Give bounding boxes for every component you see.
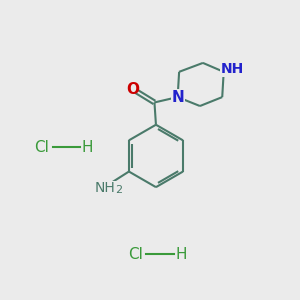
Text: NH: NH	[221, 62, 244, 76]
Text: O: O	[127, 82, 140, 97]
Text: Cl: Cl	[34, 140, 49, 154]
Text: Cl: Cl	[128, 247, 142, 262]
Text: 2: 2	[116, 185, 123, 195]
Text: H: H	[81, 140, 93, 154]
Text: H: H	[176, 247, 187, 262]
Text: N: N	[171, 90, 184, 105]
Text: NH: NH	[95, 182, 116, 196]
